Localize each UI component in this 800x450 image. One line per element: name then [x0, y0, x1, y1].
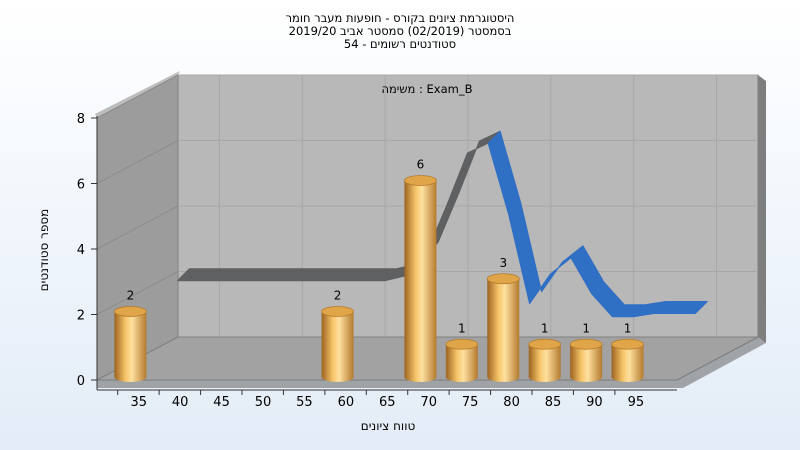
bar-body — [528, 344, 561, 382]
bar-body — [611, 344, 644, 382]
bar-60 — [321, 306, 354, 382]
y-tick-label: 6 — [77, 178, 85, 193]
chart-title-line: היסטוגרמת ציונים בקורס - חופעות מעבר חומ… — [286, 11, 515, 25]
x-tick-label: 85 — [545, 395, 562, 410]
floor-rim — [97, 337, 766, 388]
chart-annotation: משימה : Exam_B — [381, 82, 472, 96]
gridline-side — [96, 74, 179, 119]
bar-value-label: 6 — [417, 158, 425, 172]
gridline-side — [96, 271, 179, 315]
bar-body — [570, 344, 603, 382]
bar-top — [321, 306, 354, 317]
bar-35 — [114, 306, 147, 382]
bar-top — [569, 338, 603, 350]
y-tick-label: 4 — [77, 243, 85, 258]
chart-title-line: סטודנטים רשומים - 54 — [344, 37, 456, 51]
bar-value-label: 1 — [582, 321, 590, 335]
bar-top — [114, 306, 147, 317]
bar-75 — [445, 338, 479, 382]
x-tick-label: 80 — [503, 395, 520, 410]
x-axis-label: טווח ציונים — [361, 419, 416, 433]
x-tick-label: 95 — [628, 395, 645, 410]
bar-top — [611, 338, 644, 350]
bar-top — [486, 273, 520, 285]
bar-body — [487, 278, 520, 382]
bar-70 — [404, 175, 437, 382]
bar-body — [404, 180, 437, 382]
bar-body — [445, 344, 478, 382]
gridline-side — [96, 205, 179, 250]
bar-top — [404, 175, 437, 186]
x-tick-label: 75 — [462, 395, 479, 410]
x-tick-label: 90 — [586, 395, 603, 410]
y-axis-label: מספר סטודנטים — [37, 209, 51, 292]
x-tick-label: 65 — [379, 395, 396, 410]
x-tick-label: 40 — [172, 395, 189, 410]
x-tick-label: 35 — [130, 395, 147, 410]
bar-value-label: 1 — [541, 321, 549, 335]
bar-value-label: 2 — [334, 289, 342, 303]
x-tick-label: 70 — [420, 395, 437, 410]
bar-body — [114, 311, 147, 382]
bar-value-label: 2 — [127, 289, 135, 303]
bar-body — [321, 311, 354, 382]
bar-value-label: 1 — [624, 321, 632, 335]
right-rim — [758, 75, 766, 343]
bar-value-label: 1 — [458, 321, 466, 335]
bar-80 — [486, 273, 520, 382]
bar-top — [528, 338, 562, 350]
x-tick-label: 50 — [255, 395, 272, 410]
trend-ribbon-blue — [487, 130, 708, 318]
y-tick-label: 2 — [77, 309, 85, 324]
x-tick-label: 45 — [213, 395, 230, 410]
bar-90 — [569, 338, 603, 382]
bar-85 — [528, 338, 562, 382]
x-tick-label: 60 — [338, 395, 355, 410]
y-tick-label: 8 — [77, 112, 85, 127]
bar-value-label: 3 — [499, 256, 507, 270]
bar-95 — [611, 338, 644, 382]
chart-title-line: בסמסטר (02/2019) סמסטר אביב 2019/20 — [289, 24, 512, 38]
bar-top — [445, 338, 479, 350]
left-wall-rim — [95, 71, 180, 118]
y-tick-label: 0 — [77, 374, 85, 389]
gridline-side — [96, 140, 179, 184]
x-tick-label: 55 — [296, 395, 313, 410]
